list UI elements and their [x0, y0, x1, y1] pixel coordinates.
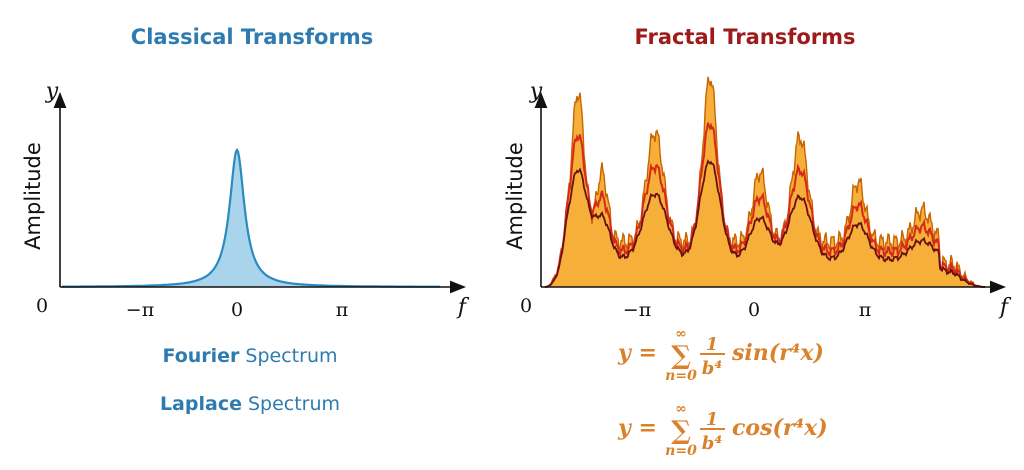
right-curve — [544, 76, 985, 288]
left-curve — [62, 147, 440, 288]
caption: Laplace Spectrum — [160, 393, 340, 415]
formula-lhs: y = — [617, 340, 657, 366]
caption-rest: Spectrum — [248, 393, 340, 415]
formula-func: sin(r⁴x) — [731, 340, 824, 366]
formula-lower: n=0 — [665, 443, 697, 459]
right-origin: 0 — [520, 295, 532, 317]
left-axis-label: Amplitude — [21, 142, 45, 250]
formula-sum: ∑ — [671, 416, 691, 446]
caption-rest: Spectrum — [245, 345, 337, 367]
right-axis-label: Amplitude — [503, 142, 527, 250]
left-y-symbol: y — [45, 79, 59, 104]
formula-denominator: b⁴ — [702, 433, 723, 454]
fractal-area — [545, 76, 985, 287]
formula-upper: ∞ — [675, 326, 687, 342]
left-title: Classical Transforms — [131, 25, 373, 49]
right-y-symbol: y — [529, 79, 543, 104]
right-title: Fractal Transforms — [635, 25, 856, 49]
fractal-line — [544, 159, 985, 288]
right-tick: 0 — [748, 299, 760, 321]
caption-bold: Fourier — [162, 345, 240, 367]
right-tick: π — [859, 299, 872, 321]
fractal-outline — [544, 76, 985, 288]
left-origin: 0 — [36, 295, 48, 317]
formula-upper: ∞ — [675, 401, 687, 417]
left-tick: π — [336, 299, 349, 321]
formula-lower: n=0 — [665, 368, 697, 384]
formula-numerator: 1 — [706, 409, 719, 430]
right-x-symbol: f — [998, 295, 1012, 320]
formula-sum: ∑ — [671, 341, 691, 371]
left-tick: 0 — [231, 299, 243, 321]
caption-bold: Laplace — [160, 393, 242, 415]
left-x-symbol: f — [456, 295, 470, 320]
left-tick: −π — [126, 299, 154, 321]
formula-numerator: 1 — [706, 334, 719, 355]
peak-area — [62, 150, 440, 287]
caption: Fourier Spectrum — [162, 345, 337, 367]
formula-denominator: b⁴ — [702, 358, 723, 379]
formula-func: cos(r⁴x) — [732, 415, 828, 441]
right-tick: −π — [623, 299, 651, 321]
formula-lhs: y = — [617, 415, 657, 441]
fractal-line — [544, 122, 985, 288]
